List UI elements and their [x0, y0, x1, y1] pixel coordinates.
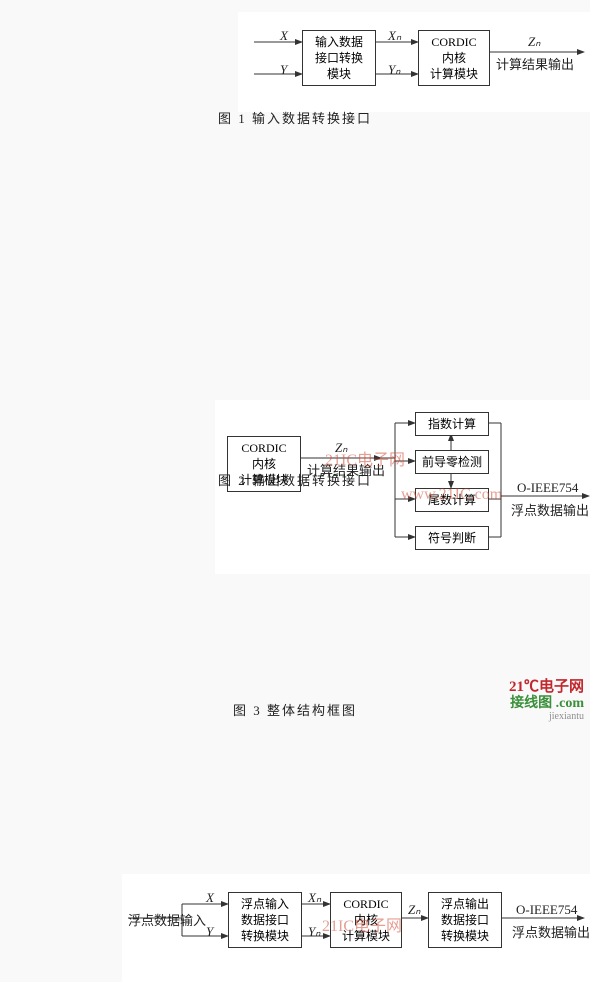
fig3-label-Yn: Yₙ	[308, 924, 320, 940]
fig3-label-X: X	[206, 890, 214, 906]
fig1-input-box: 输入数据接口转换模块	[302, 30, 376, 86]
fig3-label-inL: 浮点数据输入	[128, 910, 206, 929]
figure-1-panel: 输入数据接口转换模块 CORDIC内核计算模块 X Y Xₙ Yₙ Zₙ 计算结果输出	[238, 12, 590, 112]
fig1-label-X: X	[280, 28, 288, 44]
fig3-out-box: 浮点输出数据接口转换模块	[428, 892, 502, 948]
fig3-cordic-box: CORDIC内核计算模块	[330, 892, 402, 948]
fig3-in-box: 浮点输入数据接口转换模块	[228, 892, 302, 948]
fig1-label-Yn: Yₙ	[388, 62, 400, 78]
figure-3-panel: 浮点输入数据接口转换模块CORDIC内核计算模块浮点输出数据接口转换模块XY浮点…	[122, 874, 590, 982]
fig3-label-o754: O-IEEE754	[516, 902, 577, 918]
fig3-label-Y: Y	[206, 924, 213, 940]
fig2-box-exp: 指数计算	[415, 412, 489, 436]
fig1-label-Xn: Xₙ	[388, 28, 401, 44]
fig2-box-sign: 符号判断	[415, 526, 489, 550]
fig1-label-out: 计算结果输出	[496, 54, 574, 73]
figure-3-caption: 图 3 整体结构框图	[0, 694, 590, 727]
fig2-label-out: 浮点数据输出	[511, 500, 589, 519]
fig3-label-outL: 浮点数据输出	[512, 922, 590, 941]
fig2-label-Zn: Zₙ	[335, 440, 347, 456]
footer-brand: 21℃电子网 接线图 .com jiexiantu	[509, 679, 584, 722]
fig3-label-Xn: Xₙ	[308, 890, 321, 906]
fig1-label-Y: Y	[280, 62, 287, 78]
fig1-cordic-box: CORDIC内核计算模块	[418, 30, 490, 86]
figure-1-caption: 图 1 输入数据转换接口	[0, 102, 590, 135]
figure-2-caption: 图 2 输出数据转换接口	[0, 464, 590, 497]
brand-top: 21℃电子网	[509, 679, 584, 695]
brand-mid: 接线图 .com	[510, 696, 584, 711]
fig1-label-Zn: Zₙ	[528, 34, 540, 50]
brand-sub: jiexiantu	[509, 711, 584, 722]
fig3-label-Zn: Zₙ	[408, 902, 420, 918]
